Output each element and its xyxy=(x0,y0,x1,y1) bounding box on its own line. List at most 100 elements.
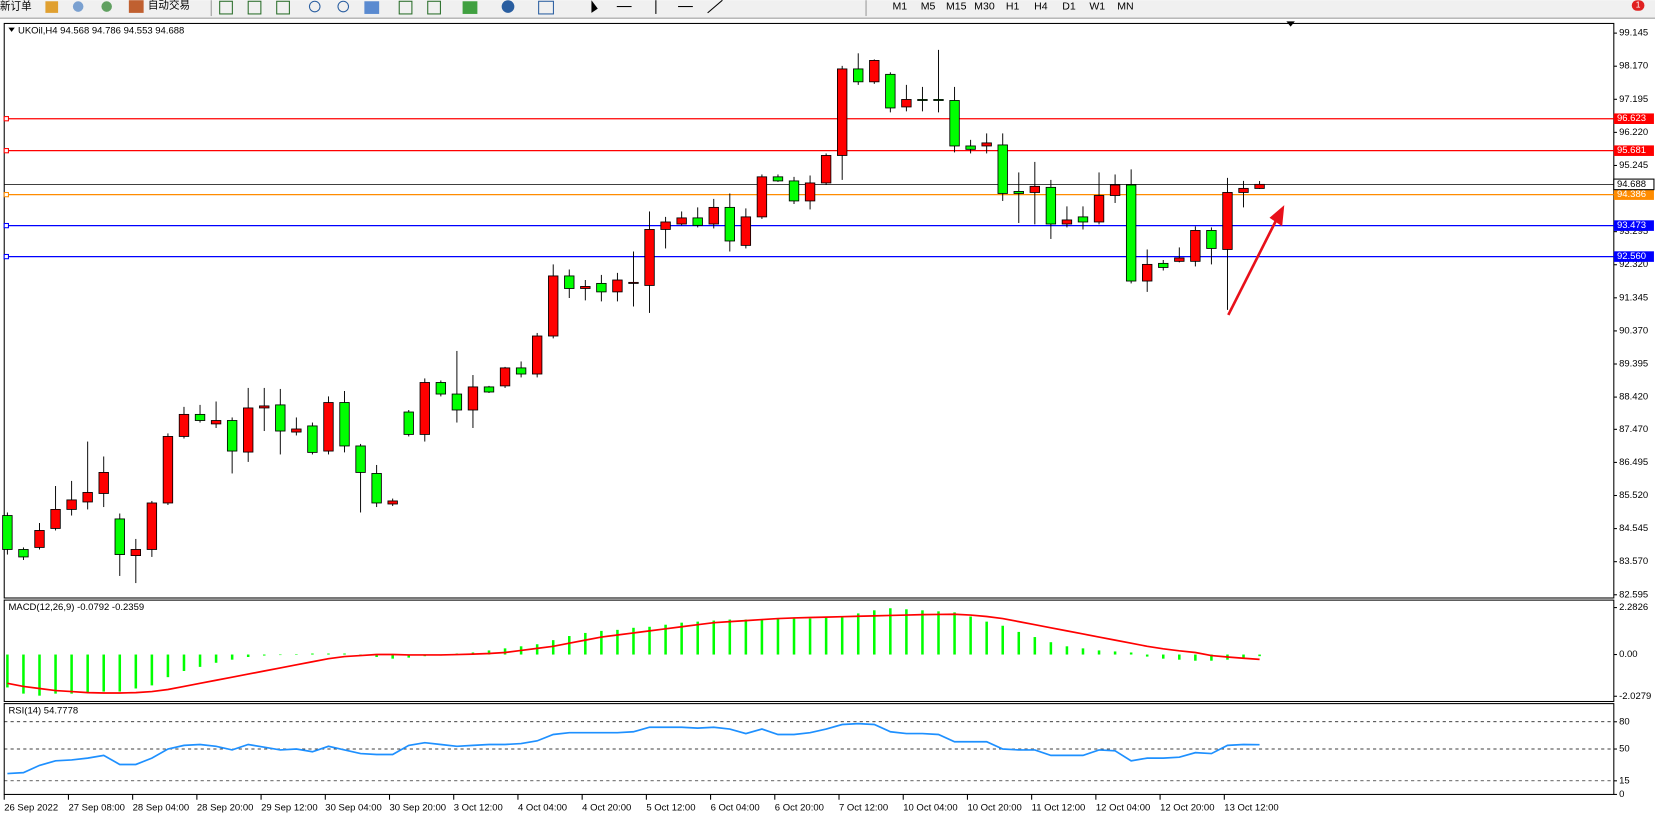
histogram-bar xyxy=(487,650,491,655)
candle-body xyxy=(130,549,141,556)
candle-body xyxy=(1190,230,1201,262)
histogram-bar xyxy=(102,654,105,692)
histogram-bar xyxy=(391,654,394,659)
pane-title: UKOil,H4 94.568 94.786 94.553 94.688 xyxy=(18,25,184,36)
toolbar: 新订单 自动交易 M1 M5 M15 M30 H1 H4 D1 W1 MN 1 xyxy=(0,0,1655,19)
y-tick-label: 15 xyxy=(1619,775,1630,786)
line-label: 96.623 xyxy=(1617,113,1646,124)
line-label-bg xyxy=(1613,220,1654,231)
auto-trade-button[interactable]: 自动交易 xyxy=(148,0,190,11)
icon xyxy=(276,0,290,15)
y-tick-label: 95.245 xyxy=(1619,160,1648,171)
candle-body xyxy=(2,515,13,550)
candle-body xyxy=(226,420,238,452)
candle-body xyxy=(885,73,896,109)
icon xyxy=(427,0,441,15)
candle-body xyxy=(451,393,463,411)
timeframe-button[interactable]: H1 xyxy=(1006,0,1020,12)
candle-body xyxy=(869,60,880,83)
histogram-bar xyxy=(712,620,716,655)
candle-body xyxy=(724,206,735,242)
histogram-bar xyxy=(664,624,667,655)
histogram-bar xyxy=(744,619,748,655)
menu-arrow[interactable] xyxy=(8,27,15,32)
y-tick-label: 50 xyxy=(1619,744,1630,755)
new-order-button[interactable]: 新订单 xyxy=(0,0,32,12)
y-tick-label: 0.00 xyxy=(1619,649,1638,660)
histogram-bar xyxy=(953,612,956,655)
timeframe-button[interactable]: H4 xyxy=(1034,0,1048,12)
candle-body xyxy=(307,425,318,453)
histogram-bar xyxy=(198,654,202,667)
candle-body xyxy=(467,386,479,411)
histogram-bar xyxy=(295,654,298,655)
histogram-bar xyxy=(1017,631,1021,655)
zoom-in[interactable] xyxy=(308,0,321,13)
timeframe-button[interactable]: W1 xyxy=(1089,0,1105,12)
histogram-bar xyxy=(134,654,138,689)
candle-body xyxy=(435,382,447,395)
histogram-bar xyxy=(118,654,122,692)
candle-body xyxy=(1045,186,1057,225)
candle-body xyxy=(1013,191,1024,194)
trendline-tool[interactable] xyxy=(707,0,723,14)
histogram-bar xyxy=(696,621,699,655)
candle-body xyxy=(1222,192,1233,250)
timeframe-button[interactable]: M5 xyxy=(921,0,936,12)
bid-label-bg xyxy=(1613,178,1655,191)
pane-title: RSI(14) 54.7778 xyxy=(8,706,78,717)
candle-body xyxy=(901,99,912,108)
y-tick-label: 80 xyxy=(1619,716,1630,727)
candle-body xyxy=(210,420,222,425)
histogram-bar xyxy=(166,654,170,678)
candle-body xyxy=(34,530,45,548)
candle-body xyxy=(499,367,511,387)
candle-body xyxy=(580,286,591,289)
line-handle xyxy=(3,191,9,198)
timeframe-button[interactable]: D1 xyxy=(1062,0,1076,12)
candle-body xyxy=(483,386,495,393)
icon xyxy=(501,0,515,13)
candle-body xyxy=(194,413,206,421)
candle-body xyxy=(275,404,286,432)
y-tick-label: 87.470 xyxy=(1619,424,1648,435)
histogram-bar xyxy=(905,609,908,655)
notification-badge[interactable] xyxy=(1631,0,1645,11)
x-tick-label: 3 Oct 12:00 xyxy=(454,803,503,814)
candle-body xyxy=(259,405,270,409)
histogram-bar xyxy=(262,654,266,656)
icon xyxy=(45,1,59,13)
candle-body xyxy=(612,279,623,293)
timeframe-button[interactable]: MN xyxy=(1117,0,1133,12)
candle-body xyxy=(1254,183,1265,189)
candle-body xyxy=(82,492,93,503)
timeframe-button[interactable]: M30 xyxy=(974,0,995,12)
zoom-out[interactable] xyxy=(337,0,350,13)
histogram-bar xyxy=(1113,651,1117,655)
candle-body xyxy=(820,155,832,184)
candle-body xyxy=(708,206,719,225)
candle-body xyxy=(66,499,77,510)
candle-body xyxy=(933,99,944,101)
line-label-bg xyxy=(1613,113,1654,124)
x-tick-label: 10 Oct 04:00 xyxy=(903,803,957,814)
timeframe-button[interactable]: M1 xyxy=(893,0,908,12)
timeframe-button[interactable]: M15 xyxy=(946,0,967,12)
x-tick-label: 30 Sep 04:00 xyxy=(325,803,382,814)
candle-body xyxy=(1077,216,1089,223)
candle-body xyxy=(178,413,190,437)
candle-body xyxy=(1174,257,1185,262)
y-tick-label: 0 xyxy=(1619,789,1624,800)
x-tick-label: 27 Sep 08:00 xyxy=(68,803,125,814)
annotation-arrowhead xyxy=(1269,205,1285,227)
histogram-bar xyxy=(584,632,587,655)
x-tick-label: 30 Sep 20:00 xyxy=(390,803,447,814)
macd-pane-frame xyxy=(3,599,1615,703)
line-handle xyxy=(3,116,9,122)
x-tick-label: 10 Oct 20:00 xyxy=(967,803,1021,814)
histogram-bar xyxy=(150,654,154,686)
histogram-bar xyxy=(38,654,41,696)
histogram-bar xyxy=(246,654,250,658)
indicator-line xyxy=(7,722,1260,775)
icon xyxy=(72,1,84,12)
